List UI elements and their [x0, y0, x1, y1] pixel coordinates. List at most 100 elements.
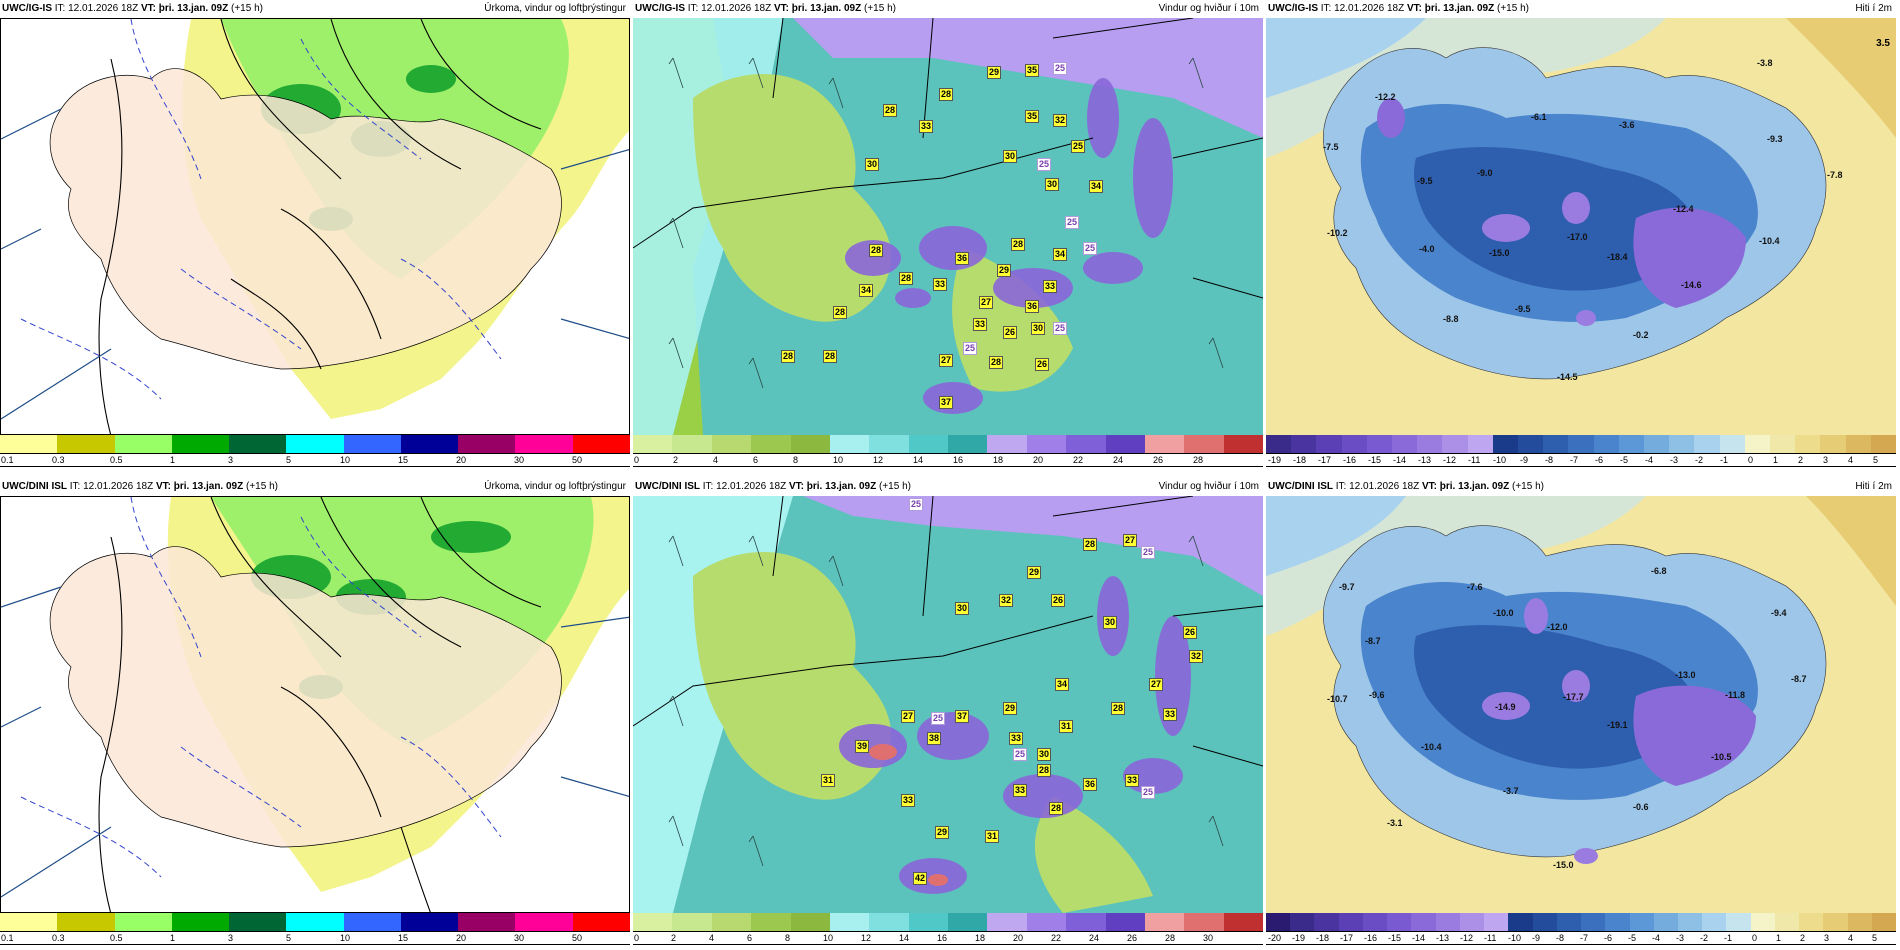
panel-precip-dini: UWC/DINI ISL IT: 12.01.2026 18Z VT: þri.…	[0, 478, 630, 950]
gust-label: 25	[1053, 322, 1068, 335]
panel-header: UWC/IG-IS IT: 12.01.2026 18Z VT: þri. 13…	[1266, 0, 1896, 18]
legend-tick: -13	[1436, 933, 1450, 943]
legend-tick: -14	[1393, 455, 1407, 465]
vt-label: VT:	[140, 3, 156, 14]
gust-label: 27	[1149, 678, 1164, 691]
init-time: 12.01.2026 18Z	[716, 481, 787, 492]
temp-label: -9.7	[1339, 582, 1355, 592]
gust-label: 29	[997, 264, 1012, 277]
legend-tick: 24	[1089, 933, 1100, 943]
legend-tick: 3	[1824, 933, 1830, 943]
legend-tick: 50	[572, 933, 583, 943]
gust-label: 33	[973, 318, 988, 331]
gust-label: 25	[1013, 748, 1028, 761]
legend-swatch	[633, 435, 673, 453]
temp-label: -14.6	[1681, 280, 1702, 290]
temp-label: -11.8	[1725, 690, 1746, 700]
gust-label: 28	[989, 356, 1004, 369]
model-name: UWC/IG-IS	[635, 3, 685, 14]
gust-label: 26	[1003, 326, 1018, 339]
panel-header: UWC/DINI ISL IT: 12.01.2026 18Z VT: þri.…	[1266, 478, 1896, 496]
legend-tick: 0.1	[1, 933, 14, 943]
model-name: UWC/IG-IS	[1268, 3, 1318, 14]
legend-swatch	[0, 435, 58, 453]
gust-label: 32	[1053, 114, 1068, 127]
legend-tick: -6	[1595, 455, 1604, 465]
legend-tick: 6	[747, 933, 753, 943]
gust-label: 31	[985, 830, 1000, 843]
legend-swatch	[1532, 913, 1557, 931]
legend-tick: 20	[1033, 455, 1044, 465]
init-time: 12.01.2026 18Z	[68, 3, 139, 14]
legend-swatch	[1820, 435, 1846, 453]
legend-ticks: 0.1 0.3 0.5 1 3 5 10 15 20 30 50	[0, 453, 630, 467]
legend-swatch	[1719, 435, 1745, 453]
gust-label: 33	[1013, 784, 1028, 797]
legend-tick: 16	[937, 933, 948, 943]
gust-label: 37	[955, 710, 970, 723]
legend-swatch	[1694, 435, 1720, 453]
temp-label: -6.1	[1531, 112, 1547, 122]
gust-label: 26	[1183, 626, 1198, 639]
gust-label: 39	[855, 740, 870, 753]
model-name: UWC/DINI ISL	[2, 481, 67, 492]
legend-swatch	[1870, 435, 1897, 453]
legend-swatch	[1066, 913, 1106, 931]
temp-label: -15.0	[1553, 860, 1574, 870]
legend-tick: 4	[709, 933, 715, 943]
legend-swatch	[1290, 913, 1315, 931]
legend-tick: 22	[1051, 933, 1062, 943]
gust-label: 34	[1055, 678, 1070, 691]
legend-swatch	[869, 913, 909, 931]
legend-swatch	[1467, 435, 1493, 453]
gust-label: 29	[987, 66, 1002, 79]
legend-tick: 18	[975, 933, 986, 943]
legend-swatch	[171, 435, 230, 453]
legend-swatch	[1871, 913, 1897, 931]
gust-label: 36	[1083, 778, 1098, 791]
legend-tick: -6	[1604, 933, 1613, 943]
temp-label: -6.8	[1651, 566, 1667, 576]
legend-tick: 5	[1872, 933, 1878, 943]
temp-label: -9.6	[1369, 690, 1385, 700]
temp-label: -19.1	[1607, 720, 1628, 730]
legend-tick: -8	[1556, 933, 1565, 943]
legend-swatch	[1774, 913, 1800, 931]
valid-time: þri. 13.jan. 09Z	[806, 481, 877, 492]
gust-label: 25	[963, 342, 978, 355]
legend-tick: 0	[634, 455, 640, 465]
legend-tick: -11	[1468, 455, 1481, 465]
legend-tick: 14	[913, 455, 924, 465]
corner-value: 3.5	[1876, 38, 1890, 49]
legend-swatch	[829, 435, 870, 453]
legend-swatch	[1442, 435, 1468, 453]
init-time: 12.01.2026 18Z	[83, 481, 154, 492]
legend-swatch	[1387, 913, 1412, 931]
legend-tick: 30	[514, 933, 525, 943]
temp-label: -9.4	[1771, 608, 1787, 618]
legend-swatch	[1316, 435, 1342, 453]
legend-tick: 28	[1165, 933, 1176, 943]
legend-tick: -16	[1343, 455, 1357, 465]
panel-header: UWC/DINI ISL IT: 12.01.2026 18Z VT: þri.…	[0, 478, 630, 496]
legend-swatch	[790, 435, 830, 453]
legend-tick: 2	[671, 933, 677, 943]
legend-swatch	[1144, 435, 1185, 453]
gust-label: 25	[1071, 140, 1086, 153]
legend-swatch	[1726, 913, 1751, 931]
temp-label: -10.4	[1759, 236, 1780, 246]
gust-label: 28	[1037, 764, 1052, 777]
legend-swatch	[1750, 913, 1775, 931]
legend-swatch	[1026, 913, 1067, 931]
panel-header: UWC/IG-IS IT: 12.01.2026 18Z VT: þri. 13…	[633, 0, 1263, 18]
it-label: IT:	[69, 481, 81, 492]
legend-swatch	[1556, 913, 1582, 931]
legend-swatch	[1266, 435, 1292, 453]
legend-swatch	[1105, 913, 1145, 931]
init-time: 12.01.2026 18Z	[1334, 3, 1405, 14]
legend-swatch	[1744, 435, 1771, 453]
legend-swatch	[1459, 913, 1485, 931]
legend-swatch	[572, 435, 630, 453]
legend-swatch	[400, 435, 459, 453]
legend-tick: 12	[873, 455, 884, 465]
